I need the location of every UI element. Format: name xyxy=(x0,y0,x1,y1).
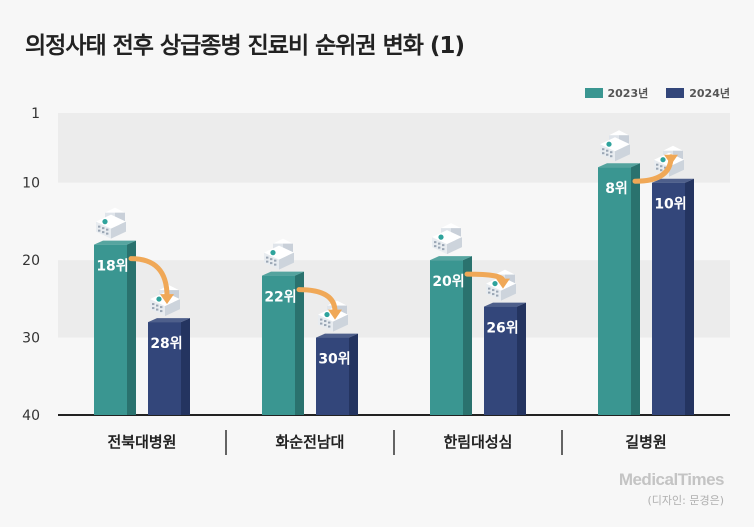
data-label: 8위 xyxy=(605,181,628,197)
brand-logo: MedicalTimes xyxy=(618,470,725,489)
change-arrow-head xyxy=(496,278,510,289)
bar-2024 xyxy=(148,285,190,415)
change-arrow xyxy=(128,256,170,299)
legend-item-2024: 2024년 xyxy=(666,85,730,101)
data-label: 10위 xyxy=(654,197,686,213)
hospital-building-icon xyxy=(600,130,630,162)
legend-item-2023: 2023년 xyxy=(584,85,649,101)
bar-2023 xyxy=(262,238,304,415)
hospital-building-icon xyxy=(432,223,462,255)
y-tick-label: 30 xyxy=(22,331,40,347)
change-arrow xyxy=(296,287,338,315)
legend: 2023년 2024년 xyxy=(584,85,730,101)
category-label: 화순전남대 xyxy=(275,433,344,451)
data-label: 20위 xyxy=(432,274,464,290)
y-tick-label: 40 xyxy=(22,408,40,424)
legend-swatch-2023 xyxy=(584,88,603,98)
y-tick-label: 1 xyxy=(31,106,40,122)
hospital-building-icon xyxy=(264,238,294,270)
change-arrow-head xyxy=(664,154,678,165)
design-credit: (디자인: 문경은) xyxy=(647,494,724,507)
bar-2023 xyxy=(430,223,472,415)
data-label: 22위 xyxy=(264,290,296,306)
y-tick-label: 20 xyxy=(22,253,40,269)
change-arrow-head xyxy=(160,294,174,305)
bar-2023 xyxy=(598,130,640,415)
hospital-building-icon xyxy=(96,207,126,239)
change-arrow-head xyxy=(328,309,342,320)
bar-2024 xyxy=(484,269,526,415)
legend-swatch-2024 xyxy=(666,88,685,98)
legend-label-2023: 2023년 xyxy=(607,87,649,100)
data-label: 18위 xyxy=(96,259,128,275)
category-label: 한림대성심 xyxy=(443,433,512,451)
category-label: 전북대병원 xyxy=(107,433,176,451)
chart-title: 의정사태 전후 상급종병 진료비 순위권 변화 (1) xyxy=(25,33,465,59)
data-label: 30위 xyxy=(318,352,350,368)
data-label: 28위 xyxy=(150,336,182,352)
legend-label-2024: 2024년 xyxy=(689,87,730,100)
data-label: 26위 xyxy=(486,321,518,337)
y-tick-label: 10 xyxy=(22,176,40,192)
category-label: 길병원 xyxy=(625,433,666,451)
bar-2023 xyxy=(94,207,136,415)
bar-2024 xyxy=(652,145,694,415)
